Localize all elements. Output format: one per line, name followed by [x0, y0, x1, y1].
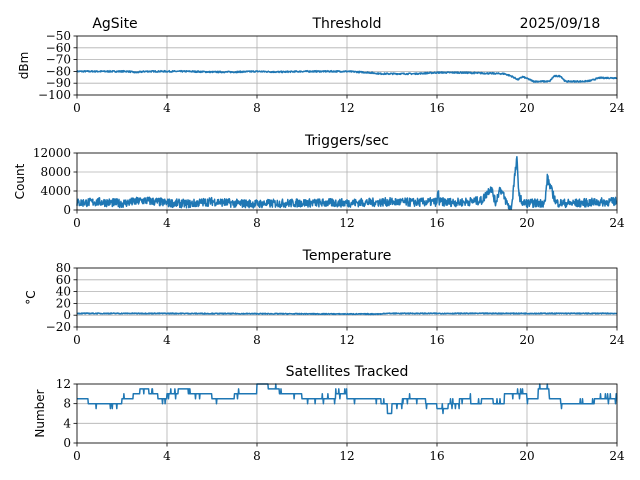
x-tick-label: 0: [73, 449, 81, 463]
y-tick-label: 4000: [40, 184, 71, 198]
axes-frame: [76, 383, 618, 444]
series-line: [76, 383, 618, 415]
x-tick-label: 24: [609, 216, 625, 230]
panel-4: 0 4 8 12 16 20 24 0 4 8 12 Satellites Tracked Number: [33, 364, 625, 463]
x-tick-label: 12: [339, 101, 354, 115]
x-tick-label: 20: [519, 333, 534, 347]
x-tick-label: 20: [519, 449, 534, 463]
date-label: 2025/09/18: [520, 16, 601, 32]
y-axis-label: dBm: [17, 52, 31, 80]
y-tick-label: 12: [56, 377, 71, 391]
series-line: [76, 312, 618, 316]
x-tick-label: 0: [73, 216, 81, 230]
x-tick-label: 8: [253, 216, 261, 230]
x-tick-label: 16: [429, 216, 444, 230]
y-tick-label: 4: [63, 416, 71, 430]
y-tick-label: 80: [56, 261, 71, 275]
x-tick-label: 4: [163, 101, 171, 115]
x-tick-label: 16: [429, 101, 444, 115]
x-tick-label: 0: [73, 333, 81, 347]
panel-1: 0 4 8 12 16 20 24 −100−90−80−70−60−50 Threshold d…: [17, 16, 625, 115]
x-tick-label: 24: [609, 333, 625, 347]
y-tick-label: −20: [46, 320, 71, 334]
chart-title: Temperature: [302, 248, 392, 264]
y-tick-label: −60: [46, 41, 71, 55]
y-tick-label: 0: [63, 308, 71, 322]
y-tick-label: 60: [56, 273, 71, 287]
y-tick-label: −100: [38, 88, 71, 102]
y-tick-label: 0: [63, 436, 71, 450]
x-tick-label: 4: [163, 333, 171, 347]
y-tick-label: 12000: [33, 146, 71, 160]
x-tick-label: 0: [73, 101, 81, 115]
y-tick-label: 20: [56, 296, 71, 310]
y-axis-label: Number: [33, 389, 47, 437]
axes-frame: [76, 152, 618, 211]
chart-title: Triggers/sec: [304, 133, 389, 149]
y-tick-label: 8000: [40, 165, 71, 179]
chart-title: Threshold: [312, 16, 382, 32]
x-tick-label: 4: [163, 216, 171, 230]
y-tick-label: 0: [63, 203, 71, 217]
x-tick-label: 8: [253, 333, 261, 347]
y-tick-label: −70: [46, 53, 71, 67]
x-tick-label: 16: [429, 449, 444, 463]
y-tick-label: −90: [46, 76, 71, 90]
y-tick-label: 40: [56, 285, 71, 299]
site-label: AgSite: [92, 16, 137, 32]
series-line: [76, 155, 618, 210]
x-tick-label: 24: [609, 101, 625, 115]
y-tick-label: 8: [63, 397, 71, 411]
y-tick-label: −80: [46, 64, 71, 78]
y-axis-label: °C: [24, 290, 38, 304]
chart-title: Satellites Tracked: [286, 364, 409, 380]
x-tick-label: 8: [253, 101, 261, 115]
axes-frame: [76, 267, 618, 328]
y-axis-label: Count: [13, 163, 27, 199]
x-tick-label: 20: [519, 101, 534, 115]
x-tick-label: 12: [339, 216, 354, 230]
x-tick-label: 8: [253, 449, 261, 463]
panel-2: 0 4 8 12 16 20 24 0 4000 8000 12000 Triggers/sec Cou…: [13, 133, 625, 230]
x-tick-label: 12: [339, 449, 354, 463]
x-tick-label: 16: [429, 333, 444, 347]
x-tick-label: 4: [163, 449, 171, 463]
y-tick-label: −50: [46, 29, 71, 43]
axes-frame: [76, 35, 618, 96]
x-tick-label: 24: [609, 449, 625, 463]
x-tick-label: 12: [339, 333, 354, 347]
x-tick-label: 20: [519, 216, 534, 230]
series-line: [76, 69, 618, 83]
